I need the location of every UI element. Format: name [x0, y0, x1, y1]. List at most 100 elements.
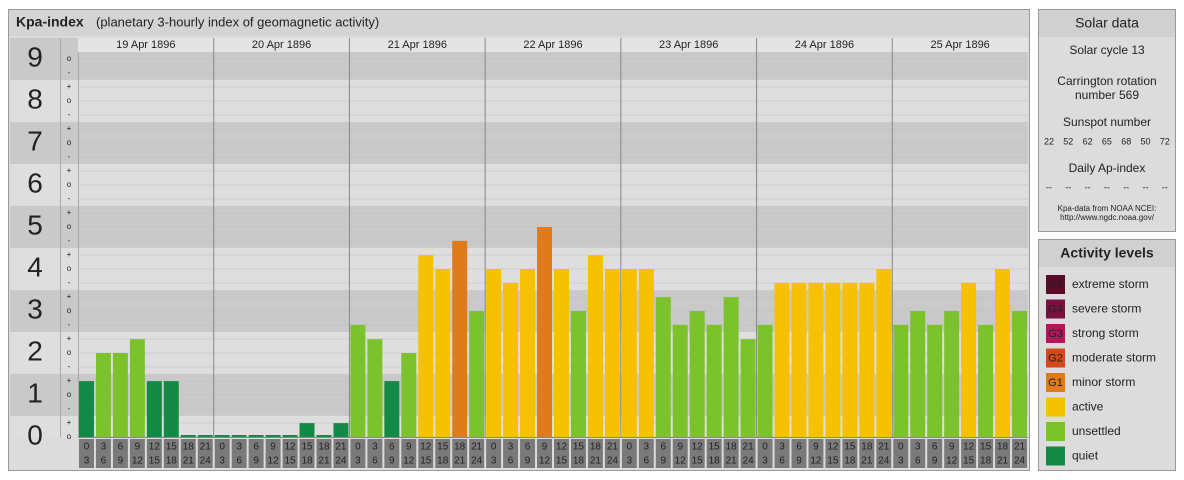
hour-box — [604, 439, 620, 468]
bar — [333, 423, 349, 437]
hour-label: 12 — [692, 442, 704, 453]
hour-label: 21 — [997, 456, 1009, 467]
hour-label: 6 — [660, 442, 666, 453]
hour-label: 18 — [726, 442, 738, 453]
hour-box — [791, 439, 807, 468]
hour-box — [927, 439, 943, 468]
rotation: Carrington rotation — [1057, 74, 1156, 88]
bar — [825, 282, 841, 437]
hour-label: 15 — [301, 442, 313, 453]
chart-subtitle: (planetary 3-hourly index of geomagnetic… — [96, 14, 379, 29]
panel-title: Activity levels — [1060, 245, 1154, 261]
minor-tick-label: + — [67, 166, 72, 175]
hour-label: 9 — [406, 442, 412, 453]
hour-box — [808, 439, 824, 468]
legend-label: moderate storm — [1072, 351, 1156, 365]
bar — [893, 324, 909, 437]
hour-box — [384, 439, 400, 468]
hour-label: 15 — [166, 442, 178, 453]
bar — [350, 324, 366, 437]
hour-box — [944, 439, 960, 468]
legend-swatch — [1046, 275, 1065, 294]
bar — [486, 269, 502, 437]
bar — [197, 435, 213, 437]
hour-box — [112, 439, 128, 468]
hour-label: 3 — [898, 456, 904, 467]
minor-tick-label: + — [67, 250, 72, 259]
hour-box — [197, 439, 213, 468]
hour-label: 9 — [813, 442, 819, 453]
hour-box — [723, 439, 739, 468]
sunspot-value: 50 — [1140, 136, 1150, 146]
y-tick-label: 2 — [27, 335, 43, 366]
bar — [689, 311, 705, 437]
panel-title: Solar data — [1075, 15, 1139, 31]
hour-box — [503, 439, 519, 468]
hour-label: 15 — [437, 442, 449, 453]
hour-box — [146, 439, 162, 468]
hour-box — [655, 439, 671, 468]
hour-label: 18 — [844, 456, 856, 467]
minor-tick-label: - — [68, 110, 71, 119]
hour-label: 9 — [542, 442, 548, 453]
hour-box — [825, 439, 841, 468]
minor-tick-label: - — [68, 320, 71, 329]
hour-box — [265, 439, 281, 468]
hour-box — [435, 439, 451, 468]
bar — [95, 353, 111, 437]
bar — [520, 269, 536, 437]
bar — [859, 282, 875, 437]
hour-label: 21 — [454, 456, 466, 467]
hour-label: 3 — [915, 442, 921, 453]
bar — [740, 339, 756, 437]
hour-label: 21 — [183, 456, 195, 467]
hour-label: 6 — [236, 456, 242, 467]
hour-label: 6 — [372, 456, 378, 467]
hour-label: 6 — [253, 442, 259, 453]
hour-label: 21 — [318, 456, 330, 467]
hour-box — [859, 439, 875, 468]
hour-label: 21 — [335, 442, 347, 453]
bar — [231, 435, 247, 437]
day-label: 21 Apr 1896 — [388, 39, 447, 51]
chart-title: Kpa-index — [16, 14, 84, 30]
hour-label: 3 — [644, 442, 650, 453]
bar — [1012, 311, 1027, 437]
hour-label: 15 — [556, 456, 568, 467]
hour-box — [1012, 439, 1027, 468]
sunspot-title: Sunspot number — [1063, 115, 1151, 129]
hour-label: 18 — [980, 456, 992, 467]
hour-label: 12 — [946, 456, 958, 467]
hour-label: 18 — [301, 456, 313, 467]
hour-label: 21 — [471, 442, 483, 453]
minor-tick-label: o — [67, 96, 72, 105]
bar — [112, 353, 128, 437]
hour-box — [418, 439, 434, 468]
hour-label: 3 — [627, 456, 633, 467]
minor-tick-label: - — [68, 236, 71, 245]
bar — [638, 269, 654, 437]
hour-label: 21 — [743, 442, 755, 453]
sunspot-value: 72 — [1160, 136, 1170, 146]
hour-box — [893, 439, 909, 468]
hour-label: 21 — [200, 442, 212, 453]
hour-label: 3 — [491, 456, 497, 467]
hour-label: 18 — [166, 456, 178, 467]
y-tick-label: 5 — [27, 209, 43, 240]
hour-box — [706, 439, 722, 468]
bar — [554, 269, 569, 437]
hour-box — [316, 439, 332, 468]
bar — [570, 311, 586, 437]
rotation: number 569 — [1075, 88, 1139, 102]
hour-label: 6 — [932, 442, 938, 453]
hour-label: 18 — [437, 456, 449, 467]
ap-title: Daily Ap-index — [1069, 161, 1146, 175]
legend-code: G3 — [1048, 328, 1063, 340]
hour-label: 21 — [607, 442, 619, 453]
hour-label: 21 — [590, 456, 602, 467]
legend-label: unsettled — [1072, 424, 1121, 438]
hour-box — [910, 439, 926, 468]
y-tick-label: 3 — [27, 293, 43, 324]
hour-label: 6 — [508, 456, 514, 467]
minor-tick-label: + — [67, 334, 72, 343]
